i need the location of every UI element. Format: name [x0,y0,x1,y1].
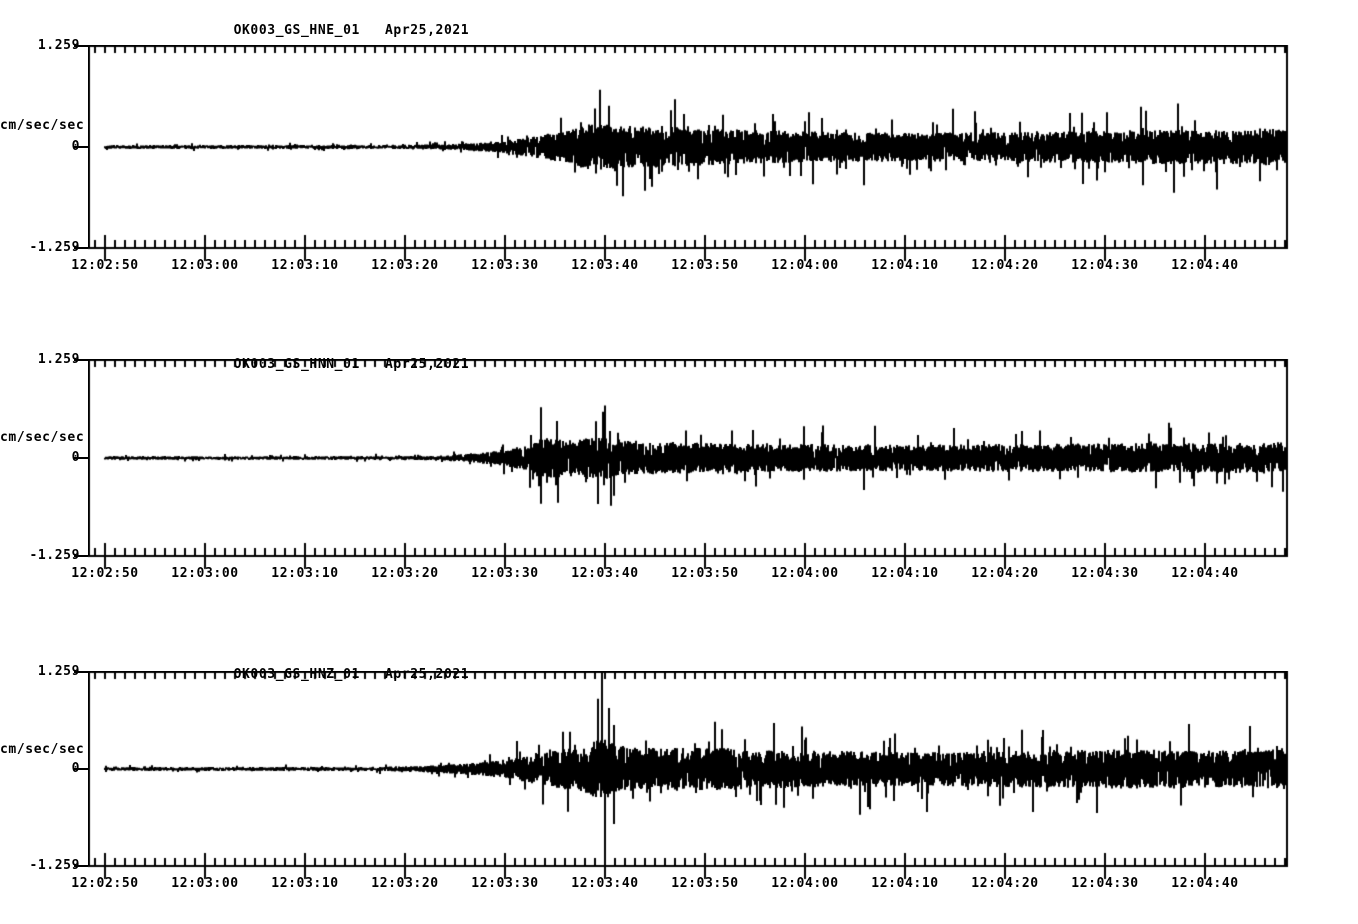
x-axis-tick-label: 12:04:30 [1071,876,1139,891]
y-axis-min-label: -1.259 [29,548,80,563]
y-axis-units-label: cm/sec/sec [0,118,85,133]
x-axis-tick-label: 12:04:10 [871,876,939,891]
x-axis-tick-label: 12:04:20 [971,566,1039,581]
x-axis-tick-label: 12:03:40 [571,876,639,891]
y-axis-tick-min [74,865,88,867]
y-axis-tick-min [74,555,88,557]
x-axis-tick-label: 12:03:00 [171,876,239,891]
x-axis-tick-label: 12:03:40 [571,258,639,273]
x-axis-tick-label: 12:03:00 [171,258,239,273]
station-channel-label: OK003_GS_HNE_01 [233,23,360,38]
x-axis-tick-label: 12:04:40 [1171,566,1239,581]
y-axis-tick-max [74,45,88,47]
y-axis-units-label: cm/sec/sec [0,742,85,757]
x-axis-tick-label: 12:03:30 [471,566,539,581]
x-axis-tick-label: 12:04:00 [771,566,839,581]
waveform-plot [88,45,1289,263]
x-axis-tick-label: 12:03:10 [271,876,339,891]
x-axis-tick-label: 12:03:50 [671,566,739,581]
x-axis-tick-label: 12:03:20 [371,258,439,273]
waveform-plot [88,359,1289,571]
x-axis-tick-label: 12:04:40 [1171,876,1239,891]
x-axis-tick-label: 12:02:50 [71,876,139,891]
y-axis-zero-label: 0 [0,139,80,154]
y-axis-zero-label: 0 [0,761,80,776]
x-axis-tick-label: 12:03:50 [671,876,739,891]
x-axis-tick-label: 12:04:00 [771,258,839,273]
x-axis-tick-label: 12:02:50 [71,566,139,581]
x-axis-tick-label: 12:04:10 [871,258,939,273]
x-axis-tick-label: 12:03:00 [171,566,239,581]
x-axis-tick-label: 12:04:00 [771,876,839,891]
x-axis-tick-label: 12:03:30 [471,876,539,891]
y-axis-min-label: -1.259 [29,240,80,255]
y-axis-tick-max [74,359,88,361]
x-axis-tick-label: 12:03:10 [271,566,339,581]
y-axis-tick-min [74,247,88,249]
x-axis-tick-label: 12:03:10 [271,258,339,273]
x-axis-tick-label: 12:04:30 [1071,258,1139,273]
x-axis-tick-label: 12:03:20 [371,876,439,891]
x-axis-tick-label: 12:03:50 [671,258,739,273]
x-axis-tick-label: 12:04:20 [971,876,1039,891]
y-axis-tick-zero [74,768,88,770]
y-axis-tick-zero [74,457,88,459]
y-axis-units-label: cm/sec/sec [0,430,85,445]
x-axis-tick-label: 12:03:20 [371,566,439,581]
date-label: Apr25,2021 [384,23,470,38]
y-axis-max-label: 1.259 [37,38,80,53]
x-axis-tick-label: 12:04:10 [871,566,939,581]
y-axis-min-label: -1.259 [29,858,80,873]
y-axis-tick-max [74,671,88,673]
waveform-plot [88,671,1289,881]
y-axis-max-label: 1.259 [37,352,80,367]
x-axis-tick-label: 12:03:30 [471,258,539,273]
y-axis-tick-zero [74,146,88,148]
x-axis-tick-label: 12:04:40 [1171,258,1239,273]
panel-title: OK003_GS_HNE_01 Apr25,2021 [183,8,469,53]
x-axis-tick-label: 12:02:50 [71,258,139,273]
y-axis-zero-label: 0 [0,450,80,465]
x-axis-tick-label: 12:03:40 [571,566,639,581]
x-axis-tick-label: 12:04:20 [971,258,1039,273]
y-axis-max-label: 1.259 [37,664,80,679]
x-axis-tick-label: 12:04:30 [1071,566,1139,581]
